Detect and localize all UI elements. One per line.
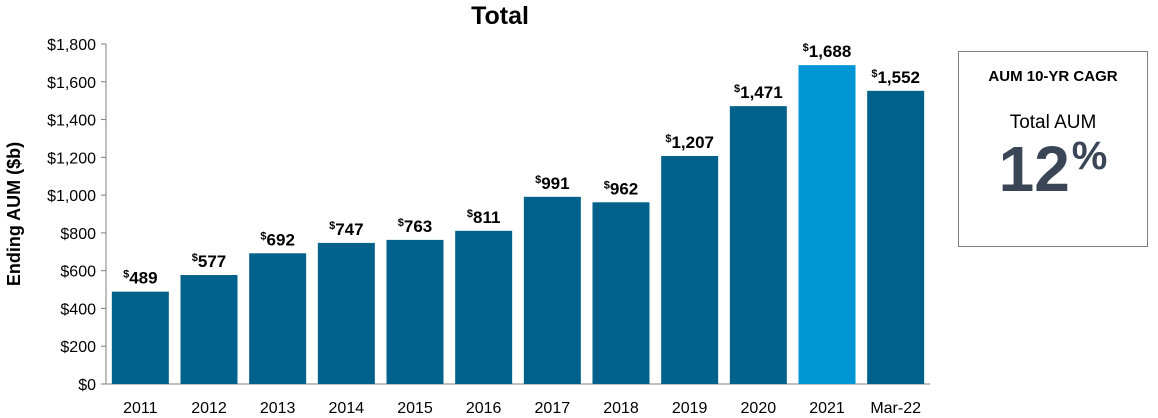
y-tick-label: $400 <box>60 301 96 318</box>
bar-value-label: $692 <box>260 230 295 249</box>
x-tick-label: 2020 <box>741 400 777 417</box>
bar-2018 <box>592 202 650 384</box>
y-tick-label: $600 <box>60 264 96 281</box>
bar-value-label: $747 <box>329 220 364 239</box>
y-tick-label: $800 <box>60 226 96 243</box>
bar-value-label: $577 <box>192 252 227 271</box>
bar-value-label: $811 <box>467 208 501 227</box>
bar-value-label: $1,688 <box>803 42 852 61</box>
x-tick-label: 2021 <box>809 400 845 417</box>
bar-2011 <box>111 291 169 384</box>
bar-2017 <box>523 196 581 384</box>
y-tick-label: $0 <box>78 377 96 394</box>
bar-2012 <box>180 275 238 384</box>
cagr-value: 12% <box>959 136 1147 201</box>
chart-title: Total <box>471 2 529 30</box>
bar-value-label: $962 <box>604 179 639 198</box>
cagr-callout-box: AUM 10-YR CAGR Total AUM 12% <box>958 51 1148 247</box>
y-tick-label: $200 <box>60 339 96 356</box>
x-tick-label: 2015 <box>397 400 433 417</box>
y-tick-label: $1,000 <box>47 188 96 205</box>
y-tick-label: $1,400 <box>47 113 96 130</box>
cagr-subheading: Total AUM <box>1009 112 1097 133</box>
y-tick-label: $1,200 <box>47 150 96 167</box>
bar-value-label: $1,471 <box>734 83 783 102</box>
x-tick-label: 2013 <box>260 400 296 417</box>
bar-2021 <box>798 65 856 385</box>
x-tick-label: 2014 <box>329 400 365 417</box>
bar-value-label: $1,552 <box>871 68 920 87</box>
bar-2020 <box>729 106 787 385</box>
x-tick-label: 2018 <box>603 400 639 417</box>
bar-value-label: $763 <box>398 217 433 236</box>
x-tick-label: Mar-22 <box>870 400 921 417</box>
bar-2014 <box>317 242 375 384</box>
cagr-number: 12 <box>998 133 1070 205</box>
x-tick-label: 2012 <box>191 400 227 417</box>
x-tick-label: 2017 <box>535 400 571 417</box>
x-tick-label: 2019 <box>672 400 708 417</box>
bar-2019 <box>661 156 719 384</box>
bar-2015 <box>386 239 444 384</box>
cagr-unit: % <box>1071 134 1108 178</box>
bar-value-label: $991 <box>535 174 570 193</box>
bar-2016 <box>455 230 513 384</box>
bar-mar-22 <box>867 90 925 384</box>
bar-2013 <box>249 253 307 384</box>
y-tick-label: $1,800 <box>47 37 96 54</box>
cagr-heading: AUM 10-YR CAGR <box>988 68 1118 85</box>
x-tick-label: 2016 <box>466 400 502 417</box>
y-tick-label: $1,600 <box>47 75 96 92</box>
x-tick-label: 2011 <box>123 400 158 417</box>
bar-value-label: $489 <box>123 269 158 288</box>
bar-value-label: $1,207 <box>665 133 714 152</box>
y-axis-title: Ending AUM ($b) <box>4 142 24 286</box>
